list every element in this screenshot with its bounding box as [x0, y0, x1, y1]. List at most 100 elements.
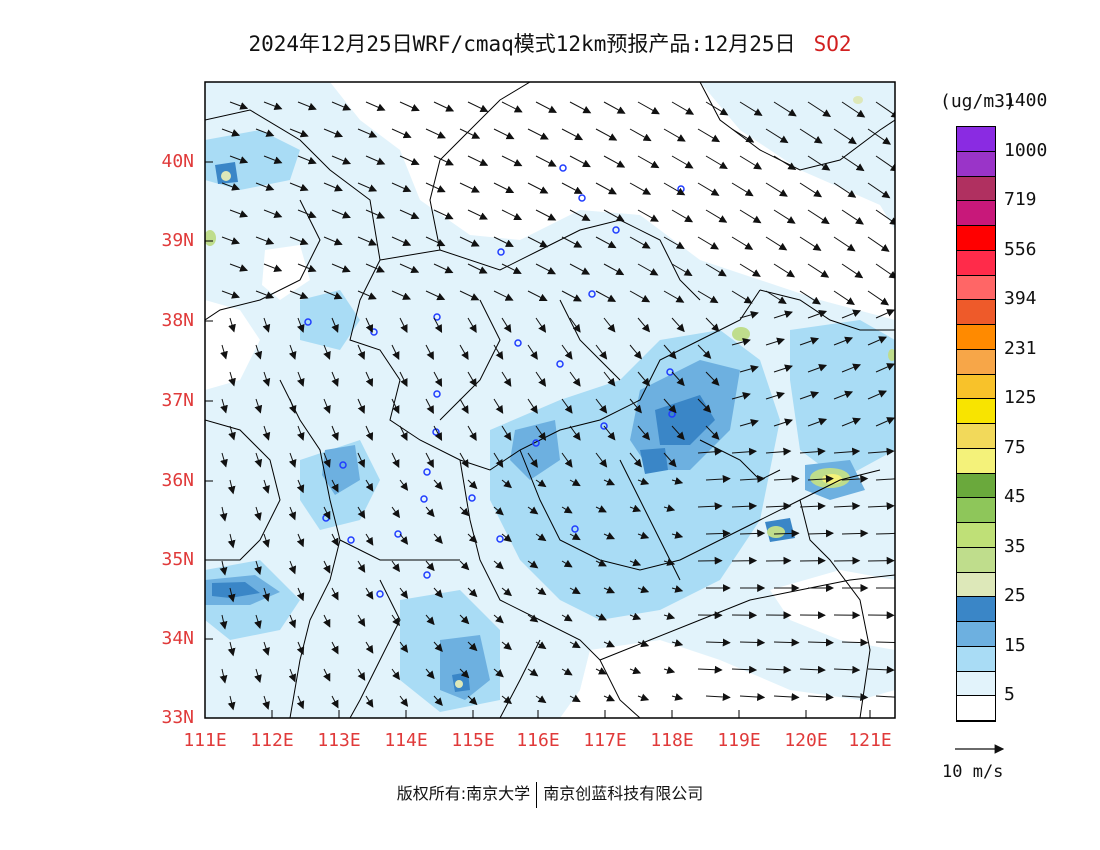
wind-arrow	[467, 101, 489, 112]
wind-arrow	[262, 425, 271, 441]
wind-arrow	[425, 290, 446, 301]
wind-arrow	[365, 317, 374, 333]
wind-arrow	[331, 695, 339, 709]
wind-arrow	[228, 425, 236, 441]
colorbar-segment	[957, 349, 995, 375]
wind-arrow	[799, 290, 821, 305]
wind-arrow	[228, 371, 236, 387]
wind-arrow	[221, 182, 241, 191]
wind-arrow	[705, 371, 720, 386]
wind-arrow	[399, 155, 420, 166]
wind-arrow	[493, 560, 504, 570]
wind-arrow	[841, 529, 869, 538]
wind-arrow	[595, 505, 607, 513]
wind-arrow	[595, 128, 618, 141]
wind-arrow	[731, 392, 751, 400]
wind-arrow	[697, 182, 720, 196]
wind-arrow	[221, 236, 240, 245]
wind-arrow	[255, 236, 275, 245]
wind-arrow	[535, 371, 547, 387]
wind-arrow	[629, 666, 642, 675]
wind-arrow	[705, 263, 727, 277]
y-tick-38n: 38N	[161, 310, 194, 331]
wind-arrow	[603, 101, 626, 114]
wind-arrow	[867, 336, 888, 346]
wind-arrow	[629, 236, 651, 249]
wind-arrow	[289, 182, 309, 192]
wind-arrow	[739, 101, 763, 116]
wind-arrow	[705, 209, 728, 223]
wind-arrow	[561, 667, 573, 676]
wind-arrow	[799, 182, 823, 198]
wind-arrow	[425, 452, 434, 468]
colorbar-label: 556	[1004, 238, 1037, 260]
x-tick-118e: 118E	[650, 730, 694, 751]
wind-arrow	[875, 474, 895, 483]
wind-arrow	[391, 452, 400, 469]
y-tick-40n: 40N	[161, 151, 194, 172]
wind-arrow	[807, 155, 831, 171]
colorbar-segment	[957, 127, 995, 152]
wind-arrow	[433, 155, 454, 166]
wind-arrow	[569, 209, 591, 221]
wind-arrow	[357, 128, 378, 138]
wind-arrow	[705, 101, 729, 116]
wind-arrow	[629, 504, 642, 513]
wind-arrow	[323, 236, 343, 246]
wind-arrow	[331, 317, 339, 333]
wind-arrow	[493, 128, 515, 140]
wind-arrow	[297, 425, 305, 441]
wind-arrow	[629, 612, 642, 621]
wind-arrow	[527, 560, 539, 569]
wind-arrow	[527, 398, 538, 414]
wind-arrow	[629, 452, 642, 468]
wind-arrow	[365, 587, 374, 600]
wind-arrow	[841, 638, 869, 647]
wind-arrow	[288, 506, 297, 521]
wind-arrow	[357, 290, 377, 300]
wind-arrow	[229, 209, 249, 218]
wind-arrow	[365, 263, 385, 273]
wind-arrow	[493, 344, 504, 360]
wind-arrow	[365, 209, 386, 219]
wind-arrow	[501, 209, 523, 221]
wind-arrow	[263, 155, 283, 164]
colorbar-segment	[957, 151, 995, 177]
wind-arrow	[527, 668, 539, 677]
wind-arrow	[289, 290, 309, 300]
wind-arrow	[227, 479, 236, 495]
colorbar-segment	[957, 523, 995, 548]
wind-arrow	[765, 128, 789, 144]
wind-arrow	[561, 559, 573, 568]
wind-arrow	[833, 182, 857, 198]
wind-arrow	[595, 236, 617, 249]
wind-arrow	[833, 236, 856, 252]
wind-arrow	[697, 236, 719, 250]
wind-arrow	[331, 587, 339, 601]
wind-arrow	[731, 338, 751, 346]
wind-arrow	[875, 693, 895, 702]
colorbar-segment	[957, 671, 995, 697]
wind-arrow	[867, 665, 895, 674]
wind-arrow	[535, 533, 547, 542]
wind-arrow	[288, 668, 297, 683]
wind-arrow	[219, 668, 228, 684]
wind-arrow	[357, 452, 366, 468]
wind-arrow	[262, 371, 271, 387]
wind-arrow	[799, 447, 826, 456]
wind-arrow	[391, 398, 400, 415]
wind-arrow	[288, 560, 297, 575]
x-tick-115e: 115E	[451, 730, 495, 751]
wind-arrow	[739, 209, 762, 224]
colorbar-segment	[957, 275, 995, 301]
wind-arrow	[841, 155, 865, 172]
wind-arrow	[254, 344, 263, 360]
wind-arrow	[527, 290, 548, 302]
wind-arrow	[425, 668, 435, 680]
wind-arrow	[254, 668, 262, 683]
colorbar-label: 45	[1004, 486, 1026, 508]
wind-arrow	[561, 344, 573, 360]
wind-arrow	[365, 695, 374, 708]
wind-arrow	[467, 209, 488, 220]
